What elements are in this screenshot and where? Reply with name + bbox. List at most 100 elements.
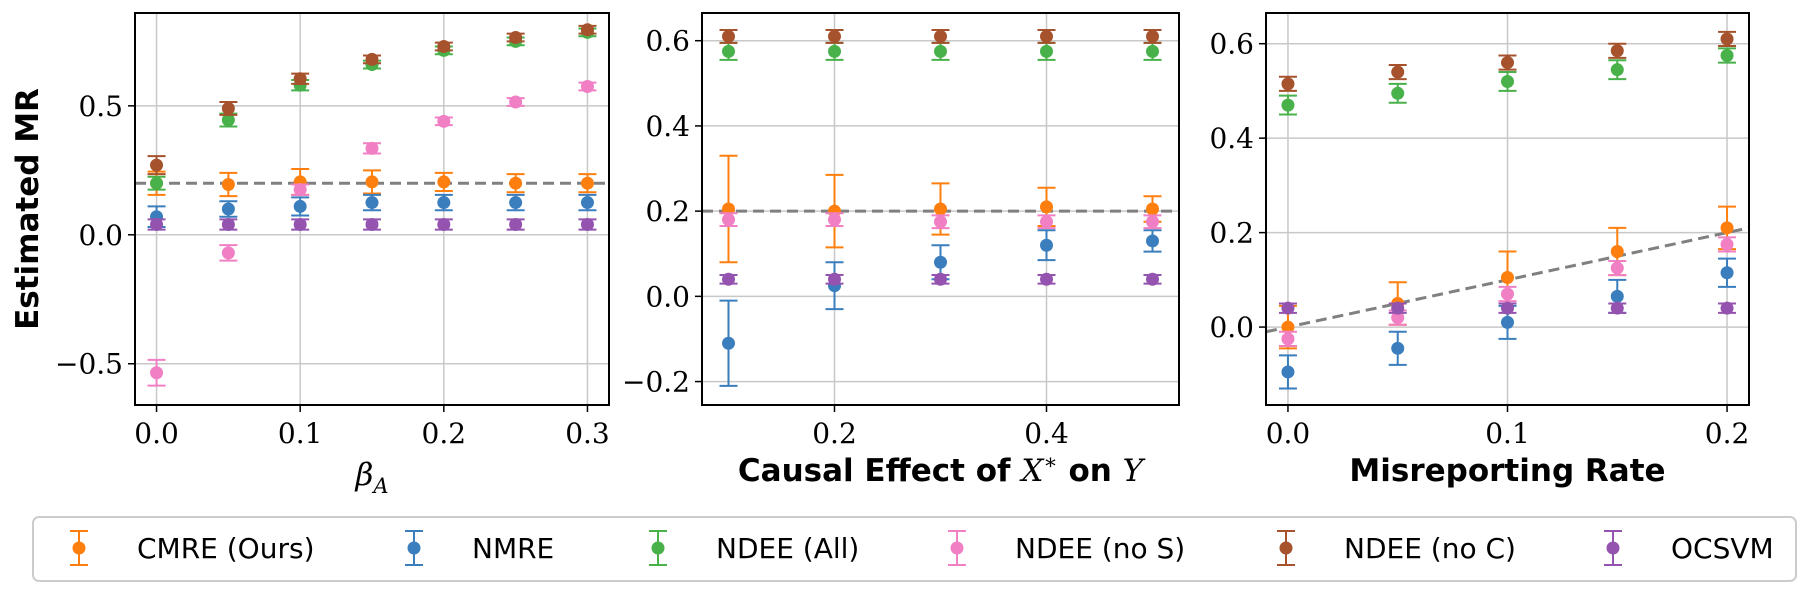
x-tick-label: 0.4 [1024,417,1069,450]
data-point [293,72,307,86]
data-point [1610,245,1624,259]
legend-item-nmre: NMRE [405,530,554,566]
data-point [934,215,947,229]
data-point [828,29,841,43]
legend-item-ndee-no-s: NDEE (no S) [948,530,1185,566]
x-tick-label: 0.3 [565,417,610,450]
y-tick-label: 0.0 [78,219,123,252]
legend-label: NDEE (no C) [1344,532,1516,565]
data-point [1146,202,1159,216]
data-point [828,44,841,58]
legend-label: OCSVM [1671,532,1774,565]
data-point [437,217,451,231]
data-point [1391,86,1405,100]
y-axis-label: Estimated MR [10,88,46,330]
data-point [722,336,735,350]
data-point [580,196,594,210]
data-point [365,175,379,189]
data-point [722,213,735,227]
y-tick-label: 0.2 [645,195,690,228]
y-tick-label: 0.6 [645,25,690,58]
data-point [1720,32,1734,46]
chart-panel-3: 0.0 0.1 0.2 0.0 0.2 0.4 0.6 Misreporting Rate [1209,12,1750,489]
legend-item-ndee-all: NDEE (All) [649,530,859,566]
legend-label: NDEE (no S) [1015,532,1185,565]
data-point [1146,215,1159,229]
data-point [1040,238,1053,252]
x-tick-label: 0.1 [278,417,323,450]
data-point [150,217,164,231]
data-point [1610,63,1624,77]
x-tick-label: 0.0 [134,417,179,450]
data-point [1501,74,1514,88]
data-point [437,175,451,189]
data-point [1146,234,1159,248]
data-point [580,176,594,190]
data-point [1391,301,1405,315]
chart-panel-2: 0.2 0.4 −0.2 0.0 0.2 0.4 0.6 Causal Effect of X… [622,12,1180,489]
x-axis-label: Misreporting Rate [1349,453,1665,489]
x-axis-label: βA [354,457,388,498]
series-ocsvm [147,217,597,231]
data-point [1040,29,1053,43]
legend-label: CMRE (Ours) [137,532,315,565]
legend-marker-dot [651,541,665,555]
series-nmre [719,229,1162,387]
legend-item-cmre-ours: CMRE (Ours) [70,530,315,566]
y-tick-label: 0.0 [1209,311,1254,344]
data-point [221,217,235,231]
data-point [365,217,379,231]
data-point [1391,311,1405,325]
data-point [365,196,379,210]
data-point [580,217,594,231]
data-point [1610,289,1624,303]
data-point [150,158,164,172]
series-ndee-all [1278,47,1737,116]
data-point [1720,49,1734,63]
data-point [1391,341,1405,355]
data-point [1281,98,1295,112]
data-point [365,52,379,66]
x-tick-label: 0.2 [1705,417,1750,450]
data-point [1040,200,1053,214]
y-tick-label: 0.5 [78,90,123,123]
data-point [934,272,947,286]
data-point [221,246,235,260]
data-point [828,272,841,286]
data-point [437,114,451,128]
series-ndee-all [147,25,597,191]
data-point [722,44,735,58]
data-point [1720,301,1734,315]
data-point [1501,301,1514,315]
data-point [150,176,164,190]
axes-frame [134,12,610,406]
x-tick-label: 0.2 [812,417,857,450]
data-point [509,196,523,210]
x-tick-label: 0.2 [422,417,467,450]
legend-frame [32,516,1797,582]
series-ocsvm [1278,301,1737,315]
x-tick-label: 0.1 [1485,417,1530,450]
legend-marker-dot [950,541,964,555]
legend-label: NDEE (All) [716,532,859,565]
data-point [509,217,523,231]
data-point [1391,65,1405,79]
axes-frame [701,12,1180,406]
data-point [509,31,523,44]
series-ndee-no-s [147,80,597,387]
y-tick-label: 0.4 [1209,122,1254,155]
data-point [1281,332,1295,346]
data-point [722,202,735,216]
x-tick-label: 0.0 [1266,417,1311,450]
data-point [293,217,307,231]
legend-marker-dot [1606,541,1620,555]
series-ndee-all [719,41,1162,61]
data-point [509,95,523,109]
data-point [1146,272,1159,286]
y-tick-label: 0.4 [645,110,690,143]
data-point [1281,320,1295,334]
legend-label: NMRE [472,532,554,565]
data-point [1720,221,1734,235]
data-point [365,141,379,155]
